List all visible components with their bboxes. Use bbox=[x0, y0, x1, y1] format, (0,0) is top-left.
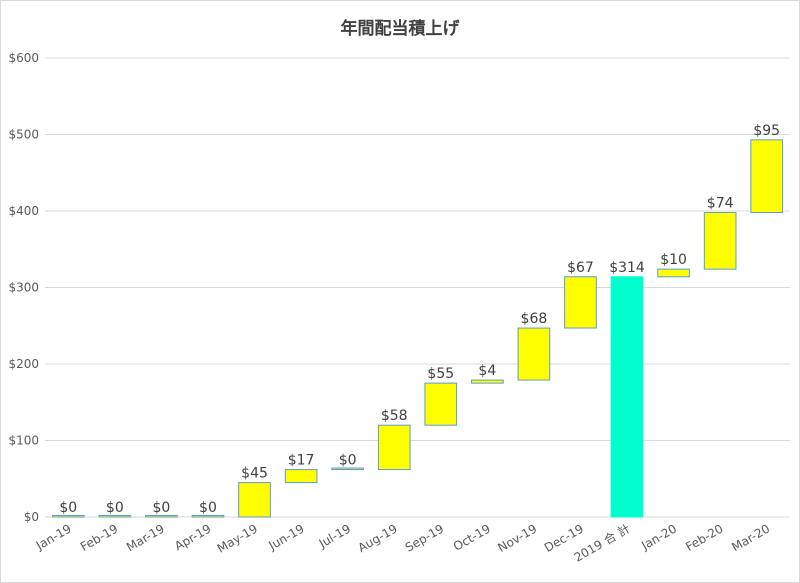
bar bbox=[98, 515, 132, 518]
data-label: $0 bbox=[106, 500, 124, 516]
bar bbox=[564, 276, 597, 329]
x-tick-label: Jun-19 bbox=[266, 521, 307, 553]
y-tick-label: $500 bbox=[8, 128, 39, 142]
data-label: $10 bbox=[660, 252, 687, 268]
bar bbox=[145, 515, 178, 518]
x-tick-label: Jan-19 bbox=[33, 521, 74, 553]
x-tick-label: Mar-19 bbox=[124, 521, 167, 554]
x-tick-label: May-19 bbox=[215, 521, 260, 555]
x-tick-label: Apr-19 bbox=[172, 521, 213, 553]
data-label: $67 bbox=[567, 260, 594, 276]
data-label: $58 bbox=[381, 408, 408, 424]
data-label: $0 bbox=[199, 500, 217, 516]
bar bbox=[191, 515, 225, 518]
x-tick-label: Sep-19 bbox=[403, 521, 447, 554]
data-label: $74 bbox=[707, 196, 734, 212]
bar bbox=[238, 482, 271, 518]
bar bbox=[471, 379, 504, 384]
chart-title: 年間配当積上げ bbox=[340, 19, 460, 39]
total-bar bbox=[610, 276, 644, 518]
bar bbox=[284, 469, 318, 484]
bar bbox=[424, 382, 458, 426]
data-label: $0 bbox=[339, 453, 357, 469]
y-tick-label: $100 bbox=[8, 434, 39, 448]
x-tick-label: Feb-20 bbox=[683, 521, 725, 554]
y-axis: $0 $100 $200 $300 $400 $500 $600 bbox=[8, 51, 39, 524]
x-tick-label: Oct-19 bbox=[451, 521, 493, 553]
bars bbox=[51, 139, 784, 518]
gridlines bbox=[45, 57, 790, 518]
x-tick-label: Mar-20 bbox=[729, 521, 772, 554]
bar bbox=[750, 139, 784, 214]
x-tick-label: Jan-20 bbox=[638, 521, 679, 553]
bar bbox=[51, 515, 85, 518]
y-tick-label: $400 bbox=[8, 204, 39, 218]
data-label: $45 bbox=[241, 466, 268, 482]
data-label: $0 bbox=[59, 500, 77, 516]
bar bbox=[703, 212, 737, 270]
data-label: $17 bbox=[288, 453, 315, 469]
bar bbox=[377, 424, 411, 471]
x-axis: Jan-19 Feb-19 Mar-19 Apr-19 May-19 Jun-19 Jul-… bbox=[33, 521, 772, 565]
y-tick-label: $300 bbox=[8, 281, 39, 295]
data-label: $314 bbox=[609, 260, 645, 276]
y-tick-label: $200 bbox=[8, 357, 39, 371]
y-tick-label: $600 bbox=[8, 51, 39, 65]
x-tick-label: Aug-19 bbox=[355, 521, 399, 555]
bar bbox=[657, 268, 690, 278]
data-label: $68 bbox=[521, 311, 548, 327]
x-tick-label: Jul-19 bbox=[316, 521, 353, 551]
data-labels: $0 $0 $0 $0 $45 $17 $0 $58 $55 $4 $68 $67 $314 $10 $74… bbox=[59, 123, 780, 516]
bar bbox=[331, 467, 364, 471]
data-label: $55 bbox=[427, 366, 454, 382]
y-tick-label: $0 bbox=[24, 510, 39, 524]
data-label: $0 bbox=[152, 500, 170, 516]
x-tick-label: Nov-19 bbox=[495, 521, 539, 554]
data-label: $4 bbox=[478, 363, 496, 379]
data-label: $95 bbox=[753, 123, 780, 139]
x-tick-label: Feb-19 bbox=[78, 521, 120, 554]
bar bbox=[517, 327, 551, 381]
